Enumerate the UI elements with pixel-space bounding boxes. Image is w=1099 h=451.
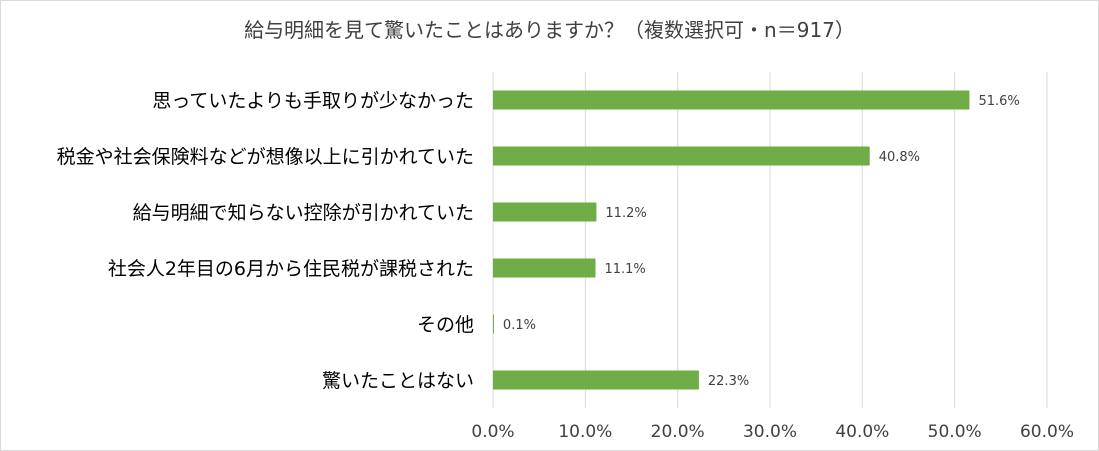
data-label: 22.3% xyxy=(708,374,749,389)
x-tick-label: 40.0% xyxy=(835,422,889,442)
data-label: 11.2% xyxy=(605,206,646,221)
data-label: 40.8% xyxy=(879,150,920,165)
category-labels: 思っていたよりも手取りが少なかった税金や社会保険料などが想像以上に引かれていた給… xyxy=(57,90,474,392)
x-tick-label: 10.0% xyxy=(558,422,612,442)
data-label: 51.6% xyxy=(978,94,1019,109)
bar xyxy=(493,370,699,390)
category-label: その他 xyxy=(417,314,474,336)
x-tick-label: 0.0% xyxy=(471,422,514,442)
bar xyxy=(493,146,870,166)
category-label: 税金や社会保険料などが想像以上に引かれていた xyxy=(57,146,474,168)
category-label: 思っていたよりも手取りが少なかった xyxy=(152,90,474,112)
gridlines xyxy=(492,72,1048,408)
category-label: 驚いたことはない xyxy=(322,370,474,392)
x-tick-label: 50.0% xyxy=(928,422,982,442)
bar xyxy=(493,314,494,334)
category-label: 給与明細で知らない控除が引かれていた xyxy=(133,202,474,224)
data-label: 0.1% xyxy=(503,318,536,333)
x-tick-labels: 0.0% 10.0% 20.0% 30.0% 40.0% 50.0% 60.0% xyxy=(471,422,1074,442)
category-label: 社会人2年目の6月から住民税が課税された xyxy=(108,258,474,280)
data-label: 11.1% xyxy=(604,262,645,277)
data-labels: 51.6% 40.8% 11.2% 11.1% 0.1% 22.3% xyxy=(503,94,1020,389)
bar xyxy=(493,258,596,278)
x-tick-label: 60.0% xyxy=(1020,422,1074,442)
bar xyxy=(493,202,597,222)
x-tick-label: 30.0% xyxy=(743,422,797,442)
chart-title: 給与明細を見て驚いたことはありますか？（複数選択可・n＝917） xyxy=(244,18,855,42)
x-tick-label: 20.0% xyxy=(651,422,705,442)
bar xyxy=(493,90,970,110)
bars xyxy=(493,90,970,390)
